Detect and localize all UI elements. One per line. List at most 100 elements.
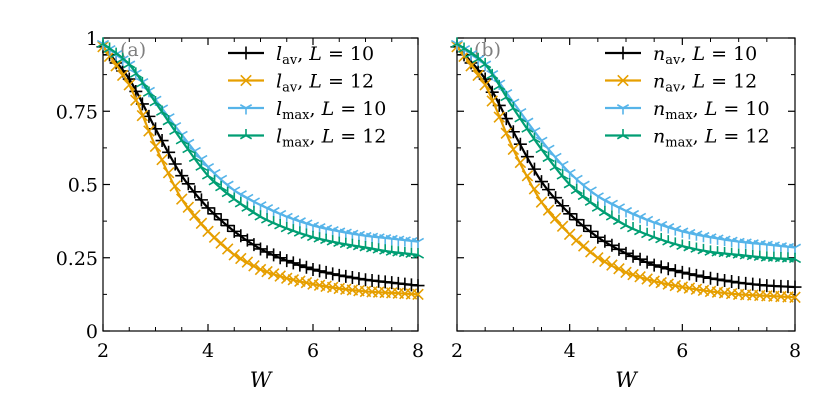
data-point-interp <box>162 145 176 159</box>
legend-marker <box>239 46 253 60</box>
data-point-interp <box>542 183 556 197</box>
data-point-interp <box>247 238 261 252</box>
data-point-interp <box>493 79 506 91</box>
data-point <box>175 169 189 183</box>
data-point-interp <box>156 105 169 116</box>
data-point-interp <box>513 137 527 151</box>
data-point <box>648 218 661 230</box>
data-point-interp <box>585 246 597 258</box>
data-point-interp <box>267 268 280 280</box>
data-point-interp <box>753 278 767 292</box>
series-av-L10 <box>450 40 802 294</box>
data-point-interp <box>319 265 333 279</box>
series-av-L12 <box>97 41 424 301</box>
data-point-interp <box>753 239 766 251</box>
data-point-interp <box>261 265 273 278</box>
y-tick-label: 0.5 <box>68 175 98 197</box>
data-point-interp <box>110 60 122 72</box>
data-point <box>479 57 492 69</box>
data-point <box>563 207 577 221</box>
data-point-interp <box>188 185 202 199</box>
data-point <box>619 206 633 218</box>
data-point <box>175 193 188 205</box>
data-point <box>619 246 633 260</box>
data-point-interp <box>273 251 287 265</box>
data-point-interp <box>584 224 598 238</box>
data-point-interp <box>103 42 116 53</box>
data-point-interp <box>605 199 618 211</box>
data-point-interp <box>655 276 667 289</box>
data-point-interp <box>136 109 149 122</box>
data-point-interp <box>221 243 234 255</box>
legend-marker <box>239 129 253 140</box>
data-point-interp <box>248 260 260 272</box>
legend-marker <box>239 104 253 115</box>
data-point <box>332 268 346 282</box>
x-tick-label: 8 <box>789 340 801 362</box>
data-point-interp <box>514 156 527 169</box>
data-point-interp <box>378 275 392 289</box>
data-point-interp <box>606 259 618 271</box>
data-point-interp <box>598 195 611 207</box>
data-point-interp <box>405 288 418 300</box>
data-point-interp <box>500 127 513 139</box>
legend-marker <box>616 129 630 140</box>
series-av-L10 <box>96 40 425 293</box>
data-point <box>535 175 548 189</box>
data-point-interp <box>136 76 149 88</box>
data-point-interp <box>612 242 626 256</box>
data-point-interp <box>626 221 640 233</box>
data-point-interp <box>662 223 675 234</box>
data-point-interp <box>577 189 590 201</box>
data-point-interp <box>570 234 583 246</box>
data-point <box>648 275 660 287</box>
data-point-interp <box>725 247 738 259</box>
panel-label: (a) <box>120 39 146 61</box>
data-point-interp <box>130 94 142 107</box>
data-point <box>201 169 215 180</box>
data-point-interp <box>626 249 640 263</box>
data-point-interp <box>521 169 534 182</box>
data-point-interp <box>669 279 682 292</box>
data-point-interp <box>457 42 471 53</box>
data-point-interp <box>669 225 682 236</box>
data-point-interp <box>241 201 254 212</box>
data-point-interp <box>711 272 725 286</box>
data-point-interp <box>168 157 182 171</box>
data-point-interp <box>634 212 647 224</box>
x-tick-label: 4 <box>202 340 214 362</box>
data-point-interp <box>486 95 498 107</box>
data-point-interp <box>235 252 247 265</box>
data-point-interp <box>326 235 339 246</box>
data-point-interp <box>169 124 182 135</box>
legend-label: nav, L = 10 <box>653 43 757 68</box>
data-point-interp <box>352 239 365 251</box>
data-point-interp <box>234 197 247 208</box>
y-tick-label: 0 <box>86 321 98 343</box>
data-point-interp <box>379 244 392 255</box>
data-point-interp <box>182 201 195 213</box>
legend-label: nmax, L = 12 <box>653 126 770 151</box>
data-point-interp <box>300 228 313 239</box>
data-point-interp <box>379 286 391 299</box>
data-point-interp <box>753 250 766 261</box>
data-point <box>563 178 576 189</box>
data-point-interp <box>633 252 647 266</box>
data-point-interp <box>339 269 353 283</box>
data-point-interp <box>240 233 254 247</box>
series-av-L12 <box>451 41 801 304</box>
data-point-interp <box>234 229 248 243</box>
legend-label: lmax, L = 10 <box>276 98 386 123</box>
legend-marker <box>617 74 629 87</box>
data-point-interp <box>697 231 710 243</box>
data-point-interp <box>725 236 738 248</box>
data-point-interp <box>767 251 780 263</box>
data-point-interp <box>641 273 653 285</box>
data-point-interp <box>654 260 668 274</box>
data-point-interp <box>156 153 168 166</box>
data-point <box>506 125 520 139</box>
data-point <box>254 263 267 276</box>
data-point-interp <box>520 150 534 164</box>
